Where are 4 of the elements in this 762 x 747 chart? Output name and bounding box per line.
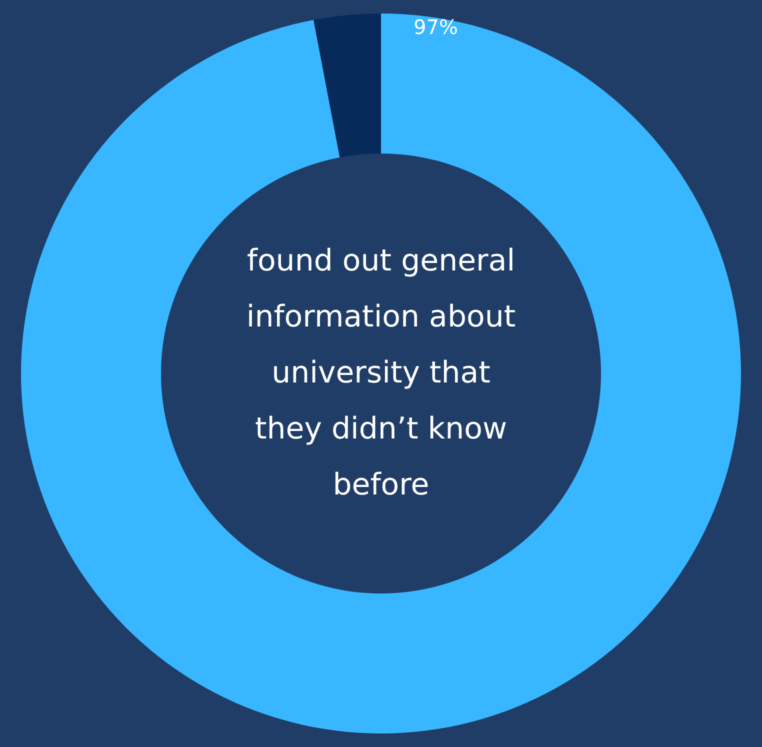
donut-slice	[314, 14, 381, 158]
donut-slice	[21, 14, 741, 734]
text: found out general information about university that they didn’t know before	[246, 244, 516, 502]
data-label: 97%	[414, 14, 458, 39]
